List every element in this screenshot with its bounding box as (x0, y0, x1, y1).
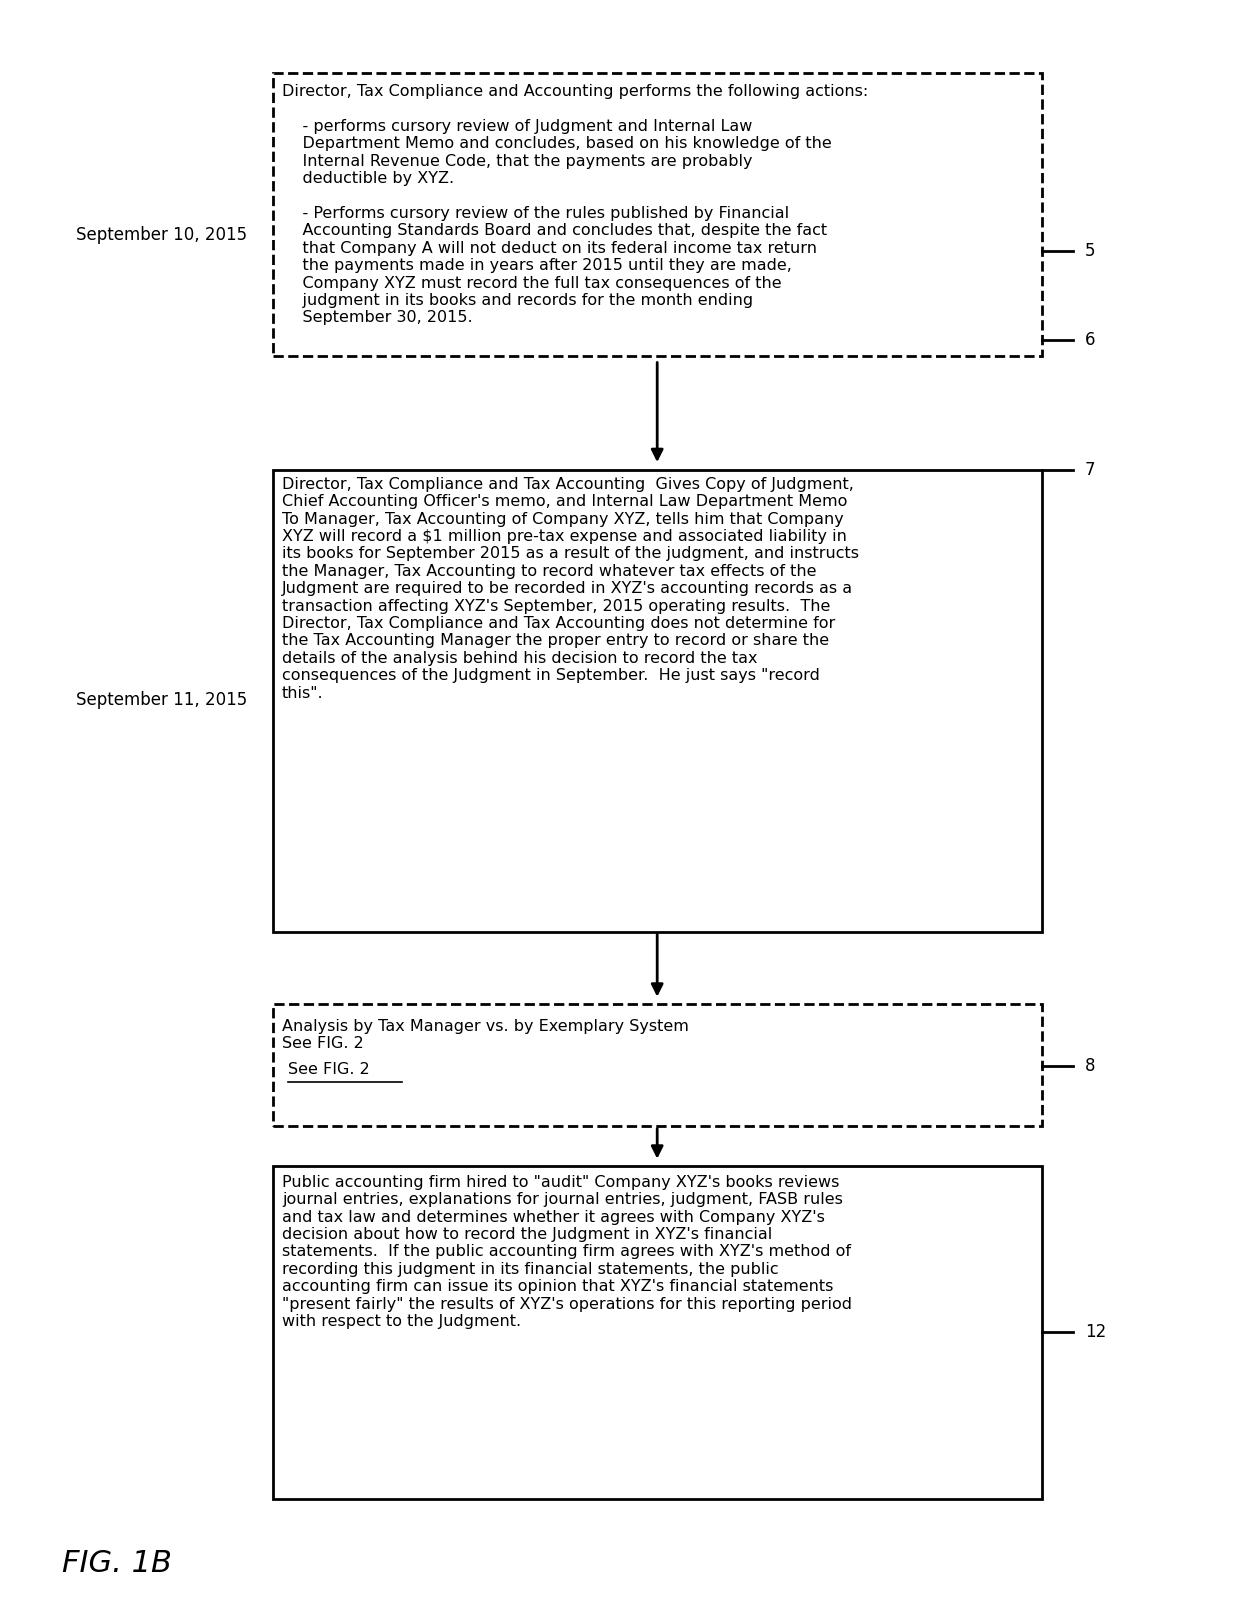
Text: See FIG. 2: See FIG. 2 (288, 1061, 370, 1077)
Text: September 10, 2015: September 10, 2015 (76, 225, 247, 245)
Text: Analysis by Tax Manager vs. by Exemplary System
See FIG. 2: Analysis by Tax Manager vs. by Exemplary… (281, 1019, 689, 1051)
FancyBboxPatch shape (273, 1166, 1042, 1498)
Text: 8: 8 (1085, 1056, 1095, 1076)
Text: 12: 12 (1085, 1322, 1106, 1341)
Text: 6: 6 (1085, 330, 1095, 350)
FancyBboxPatch shape (273, 470, 1042, 932)
Text: 5: 5 (1085, 241, 1095, 261)
Text: Director, Tax Compliance and Accounting performs the following actions:

    - p: Director, Tax Compliance and Accounting … (281, 84, 868, 326)
FancyBboxPatch shape (273, 73, 1042, 356)
Text: September 11, 2015: September 11, 2015 (76, 690, 247, 710)
Text: Public accounting firm hired to "audit" Company XYZ's books reviews
journal entr: Public accounting firm hired to "audit" … (281, 1174, 852, 1328)
FancyBboxPatch shape (273, 1004, 1042, 1126)
Text: Director, Tax Compliance and Tax Accounting  Gives Copy of Judgment,
Chief Accou: Director, Tax Compliance and Tax Account… (281, 476, 859, 700)
Text: FIG. 1B: FIG. 1B (62, 1549, 172, 1578)
Text: 7: 7 (1085, 460, 1095, 480)
